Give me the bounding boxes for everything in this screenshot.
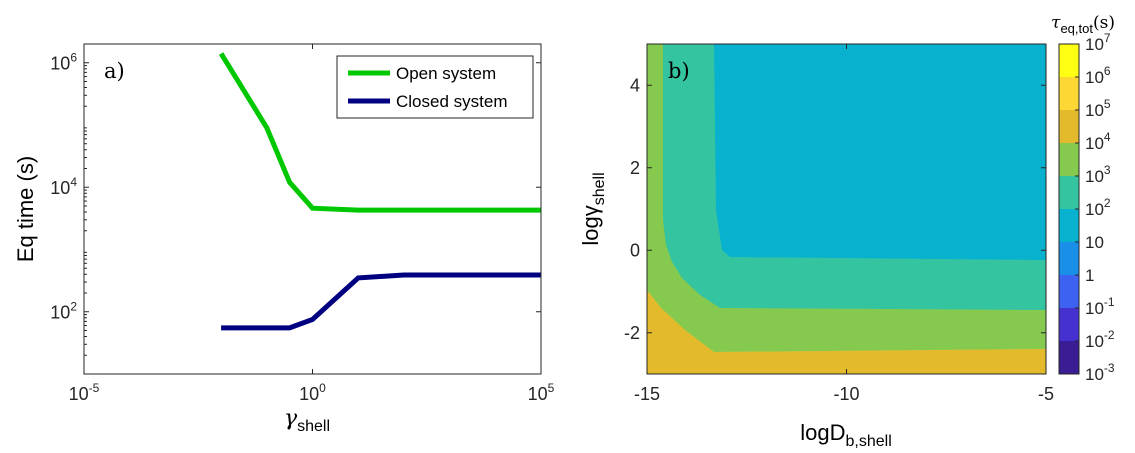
closed-system-line <box>221 272 541 331</box>
colorbar-segment <box>1059 110 1079 144</box>
colorbar-tick-label: 1 <box>1085 266 1094 285</box>
colorbar-segment <box>1059 275 1079 309</box>
colorbar-tick-label: 107 <box>1085 31 1111 54</box>
y-tick-label: 2 <box>630 158 640 178</box>
colorbar-tick-label: 10-1 <box>1085 295 1115 318</box>
legend-box <box>336 55 534 119</box>
colorbar-segment <box>1059 44 1079 78</box>
y-tick-label: 106 <box>50 51 77 74</box>
x-tick-label: 100 <box>299 381 326 404</box>
legend-open-label: Open system <box>396 64 496 83</box>
x-tick-label: -15 <box>634 384 660 404</box>
colorbar-tick-label: 10-3 <box>1085 361 1115 384</box>
colorbar-segment <box>1059 143 1079 177</box>
y-tick-label: -2 <box>624 323 640 343</box>
open-system-line <box>218 52 541 213</box>
colorbar-tick-label: 103 <box>1085 163 1111 186</box>
panel-b-ticks: -15 -10 -5 -2 0 2 4 <box>624 44 1054 404</box>
colorbar-segment <box>1059 308 1079 342</box>
colorbar-title: τeq,tot(s) <box>1051 13 1115 36</box>
panel-b-xlabel: logDb,shell <box>800 420 892 450</box>
colorbar-tick-label: 102 <box>1085 196 1111 219</box>
panel-a-xlabel: γshell <box>284 406 330 435</box>
panel-a-legend: Open system Closed system <box>336 55 534 119</box>
panel-a-line-chart: 10-5 100 105 102 104 106 a) Open system Close… <box>13 43 555 435</box>
x-tick-label: -5 <box>1038 384 1054 404</box>
colorbar-segment <box>1059 242 1079 276</box>
contour-region-10-1e2 <box>710 44 1046 260</box>
x-tick-label: 105 <box>528 381 555 404</box>
x-tick-label: 10-5 <box>69 381 100 404</box>
panel-a-label: a) <box>104 59 125 83</box>
colorbar-tick-label: 106 <box>1085 64 1111 87</box>
colorbar-tick-label: 104 <box>1085 130 1111 153</box>
legend-closed-label: Closed system <box>396 92 507 111</box>
colorbar-segment <box>1059 209 1079 243</box>
contour-region-1e4-1e5 <box>647 44 1046 374</box>
colorbar-tick-label: 105 <box>1085 97 1111 120</box>
contour-regions <box>647 44 1046 374</box>
y-tick-label: 0 <box>630 240 640 260</box>
x-tick-label: -10 <box>833 384 859 404</box>
panel-a-ylabel: Eq time (s) <box>13 156 38 262</box>
colorbar-segment <box>1059 176 1079 210</box>
y-tick-label: 104 <box>50 175 77 198</box>
panel-b-label: b) <box>668 59 690 83</box>
colorbar-segment <box>1059 77 1079 111</box>
colorbar-segment <box>1059 341 1079 375</box>
y-tick-label: 4 <box>630 75 640 95</box>
panel-b-contour-chart: -15 -10 -5 -2 0 2 4 b) logDb,shell logγshell 1… <box>578 13 1115 450</box>
colorbar-tick-label: 10 <box>1085 233 1104 252</box>
panel-a-series <box>218 52 541 331</box>
panel-b-ylabel: logγshell <box>578 172 608 245</box>
y-tick-label: 102 <box>50 300 77 323</box>
panel-a-ticks: 10-5 100 105 102 104 106 <box>50 43 555 404</box>
colorbar-tick-label: 10-2 <box>1085 328 1115 351</box>
